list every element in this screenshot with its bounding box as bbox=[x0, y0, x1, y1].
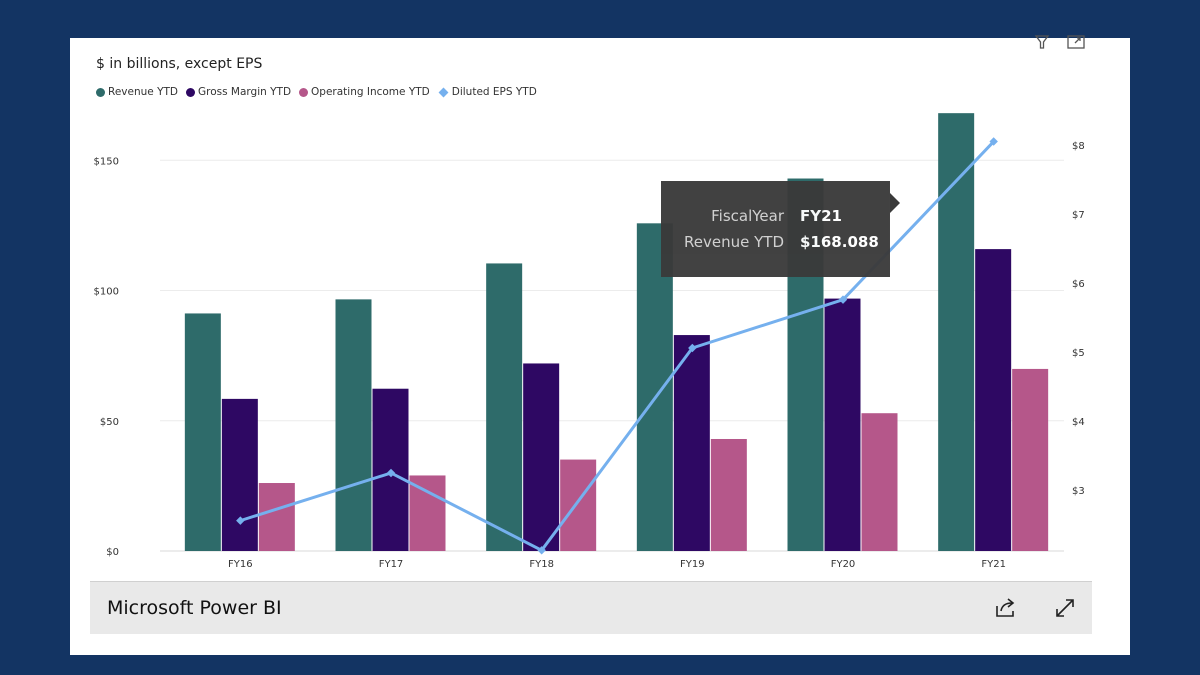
legend-item-operating-income[interactable]: Operating Income YTD bbox=[299, 86, 430, 98]
bar-revenue-fy19 bbox=[636, 223, 673, 551]
eps-point-fy18 bbox=[537, 546, 546, 555]
share-icon[interactable] bbox=[992, 594, 1020, 622]
bar-operating-income-fy18 bbox=[560, 459, 597, 551]
tooltip-key-fiscal-year: FiscalYear bbox=[711, 207, 784, 225]
y-right-tick-label: $6 bbox=[1072, 279, 1085, 290]
x-tick-label: FY16 bbox=[228, 559, 253, 570]
legend-swatch-gross-margin bbox=[185, 87, 195, 97]
y-right-tick-label: $5 bbox=[1072, 348, 1085, 359]
x-tick-label: FY21 bbox=[981, 559, 1006, 570]
legend-item-revenue[interactable]: Revenue YTD bbox=[96, 86, 178, 98]
x-tick-label: FY17 bbox=[379, 559, 404, 570]
bar-operating-income-fy17 bbox=[409, 475, 446, 551]
eps-point-fy17 bbox=[386, 468, 396, 478]
bar-revenue-fy18 bbox=[486, 263, 523, 551]
focus-mode-icon[interactable] bbox=[1066, 32, 1086, 52]
tooltip-value-fiscal-year: FY21 bbox=[800, 207, 842, 225]
x-tick-label: FY18 bbox=[529, 559, 554, 570]
y-left-tick-label: $150 bbox=[94, 156, 119, 167]
eps-point-fy16 bbox=[236, 516, 245, 525]
eps-point-fy19 bbox=[688, 343, 697, 353]
footer-bar: Microsoft Power BI bbox=[90, 581, 1092, 634]
legend: Revenue YTD Gross Margin YTD Operating I… bbox=[96, 86, 537, 98]
eps-point-fy20 bbox=[838, 295, 848, 304]
tooltip-value-revenue: $168.088 bbox=[800, 233, 879, 251]
legend-swatch-operating-income bbox=[299, 87, 309, 97]
tooltip-key-revenue: Revenue YTD bbox=[684, 233, 784, 251]
bar-operating-income-fy19 bbox=[710, 438, 747, 551]
chart-card: $ in billions, except EPS Revenue YTD Gr… bbox=[70, 35, 1130, 655]
bar-operating-income-fy21 bbox=[1012, 368, 1049, 551]
x-tick-label: FY19 bbox=[680, 559, 705, 570]
tooltip: FiscalYear FY21 Revenue YTD $168.088 bbox=[661, 181, 890, 277]
chart-title: $ in billions, except EPS bbox=[96, 56, 263, 72]
x-tick-label: FY20 bbox=[831, 559, 856, 570]
y-right-tick-label: $3 bbox=[1072, 486, 1085, 497]
bar-revenue-fy21 bbox=[938, 113, 975, 551]
legend-label-operating-income: Operating Income YTD bbox=[311, 86, 430, 98]
legend-swatch-revenue bbox=[96, 87, 105, 97]
combo-chart: $0 $50 $100 $150 $3 $4 $5 $6 $7 $8 FY16 FY17 FY18 FY1… bbox=[94, 113, 1085, 570]
bar-gross-margin-fy19 bbox=[673, 335, 710, 551]
y-left-tick-label: $100 bbox=[94, 287, 119, 298]
bar-operating-income-fy16 bbox=[258, 483, 295, 551]
legend-item-gross-margin[interactable]: Gross Margin YTD bbox=[185, 86, 292, 98]
bar-gross-margin-fy18 bbox=[523, 363, 560, 551]
bar-gross-margin-fy16 bbox=[221, 398, 258, 551]
legend-label-eps: Diluted EPS YTD bbox=[451, 86, 537, 98]
tooltip-pointer bbox=[890, 193, 900, 213]
legend-item-eps[interactable]: Diluted EPS YTD bbox=[438, 86, 537, 98]
y-right-tick-label: $4 bbox=[1072, 417, 1085, 428]
y-right-tick-label: $7 bbox=[1072, 210, 1085, 221]
legend-label-revenue: Revenue YTD bbox=[108, 86, 178, 98]
y-left-tick-label: $0 bbox=[106, 547, 119, 558]
bar-gross-margin-fy21 bbox=[975, 249, 1012, 551]
brand-title: Microsoft Power BI bbox=[107, 597, 282, 619]
y-right-tick-label: $8 bbox=[1072, 141, 1085, 152]
bar-gross-margin-fy20 bbox=[824, 298, 861, 551]
bar-operating-income-fy20 bbox=[861, 413, 898, 551]
expand-icon[interactable] bbox=[1051, 594, 1079, 622]
bar-revenue-fy17 bbox=[335, 299, 372, 551]
filter-icon[interactable] bbox=[1032, 32, 1052, 52]
y-left-tick-label: $50 bbox=[100, 417, 119, 428]
legend-label-gross-margin: Gross Margin YTD bbox=[197, 86, 292, 98]
bar-revenue-fy16 bbox=[184, 313, 221, 551]
